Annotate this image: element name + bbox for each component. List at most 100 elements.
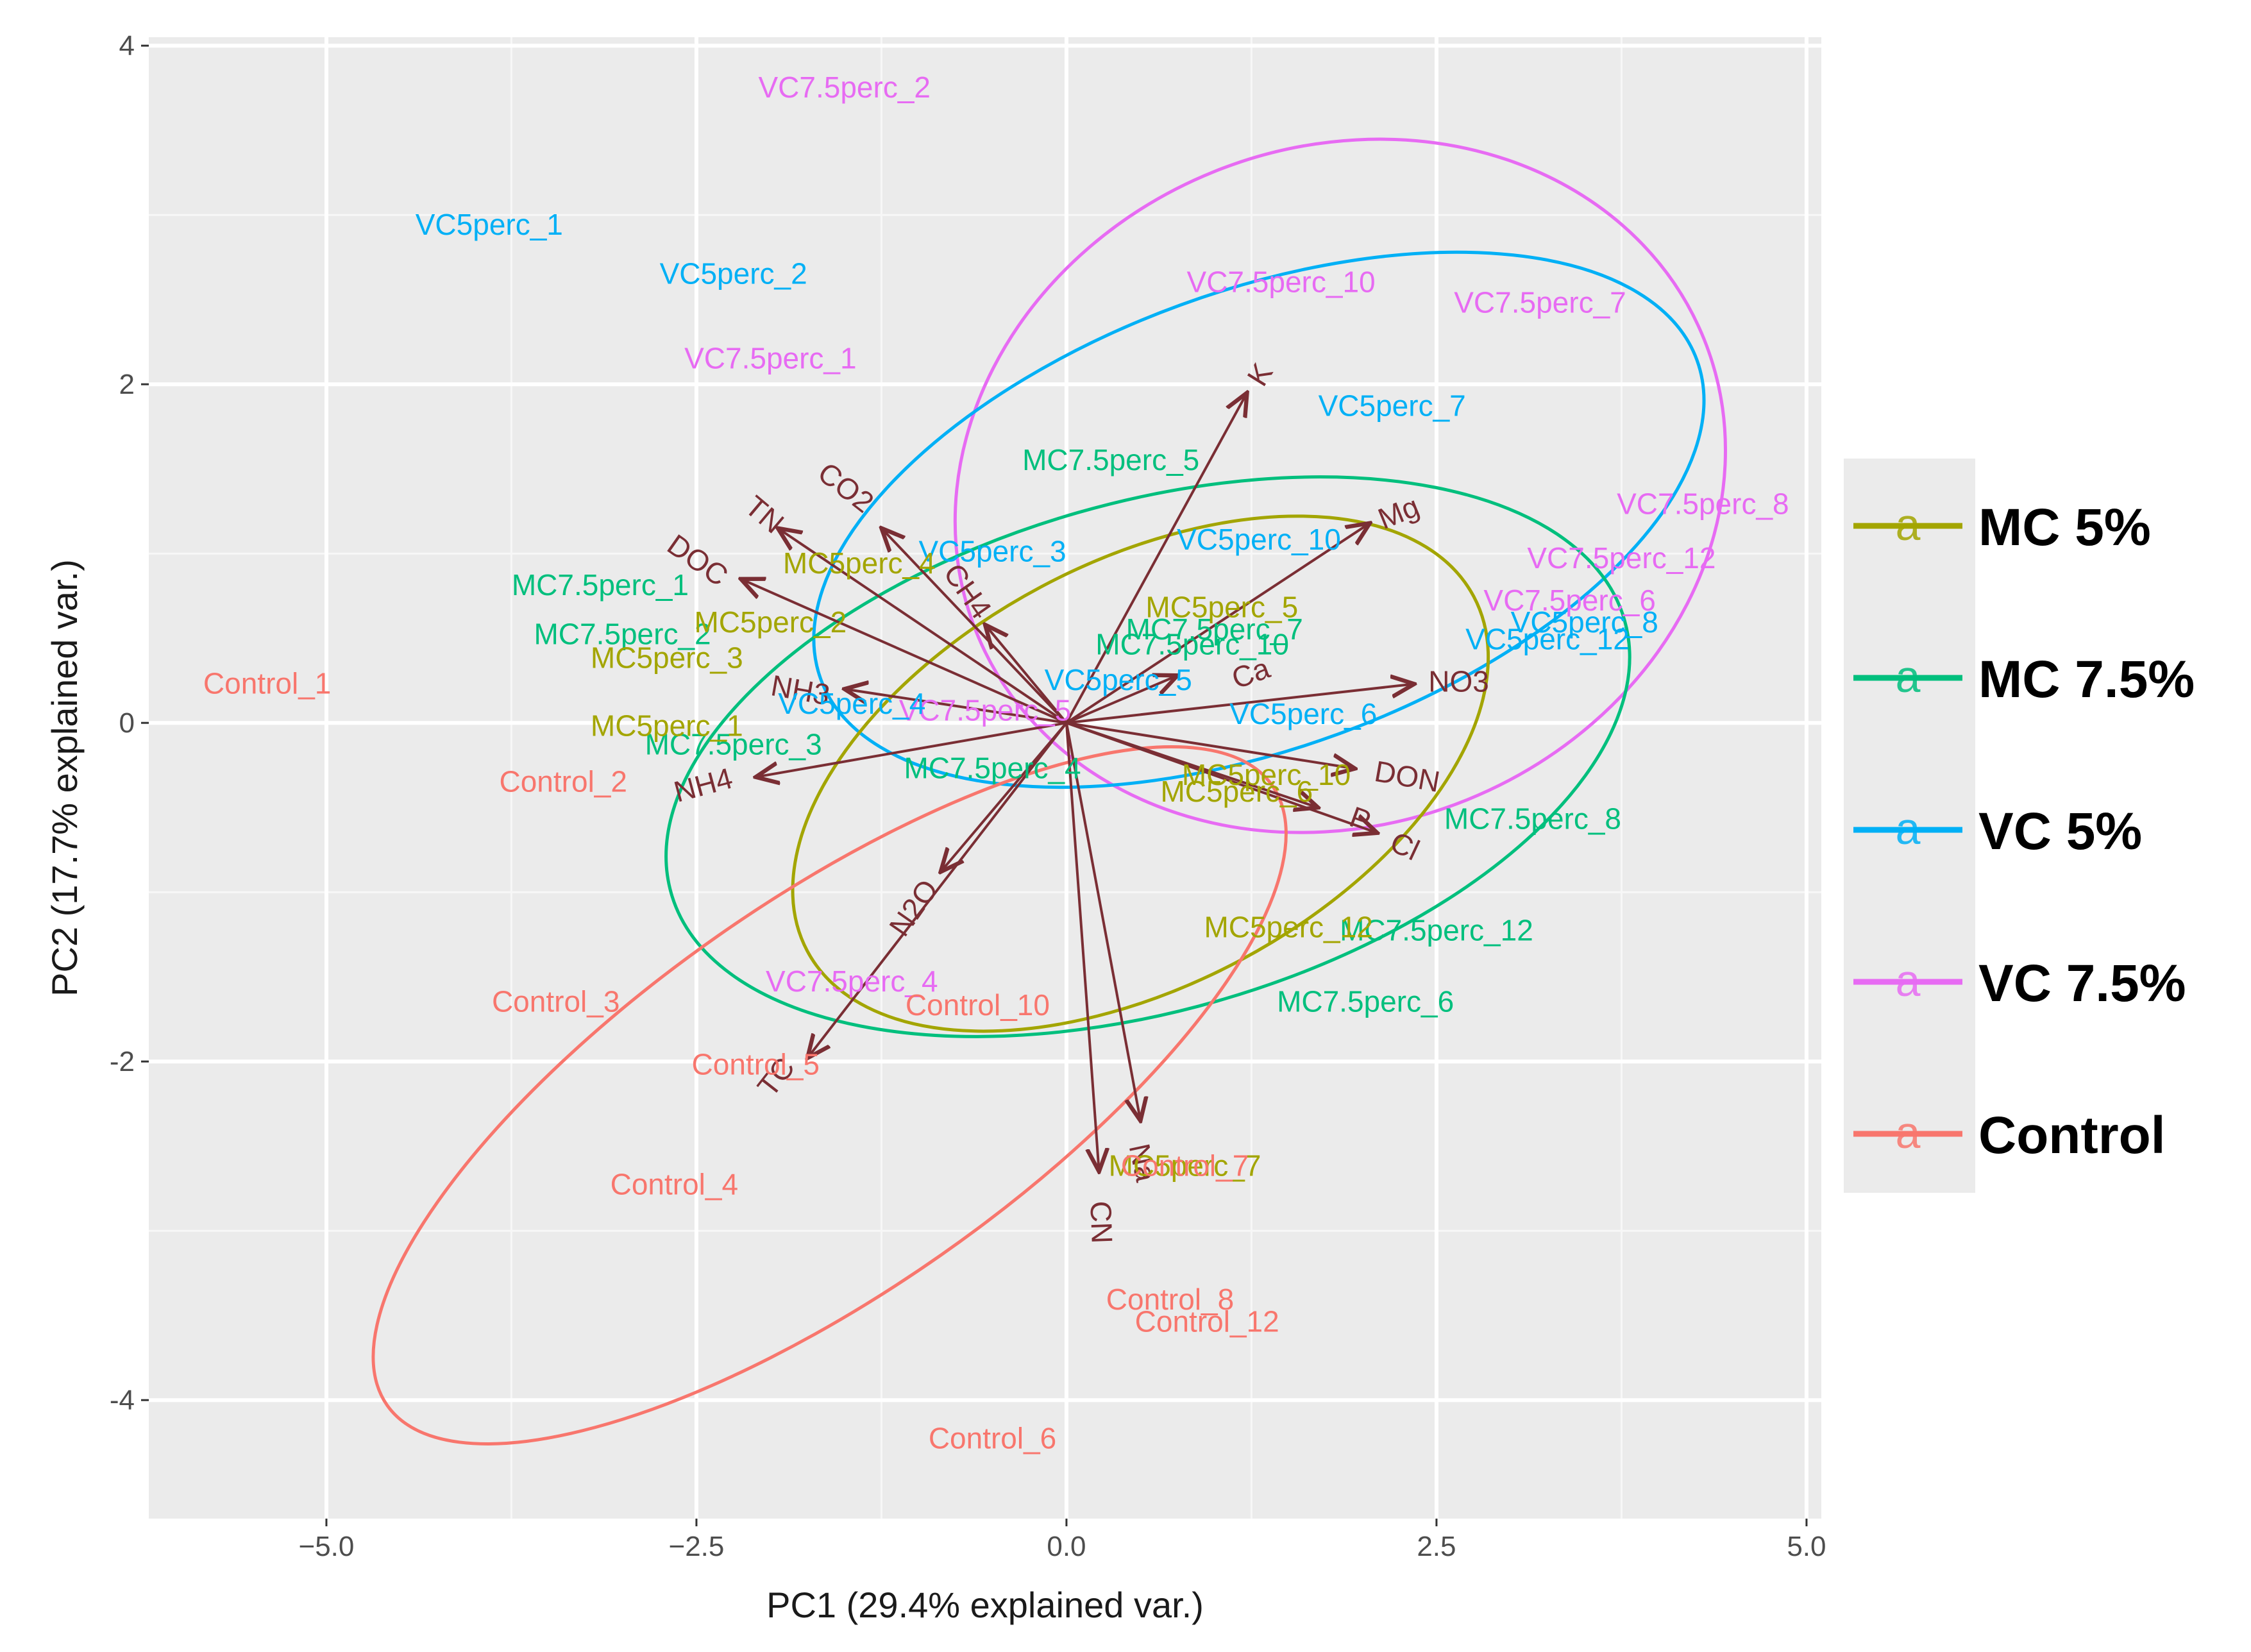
observation-mc5perc-2: MC5perc_2 [694,605,847,639]
observation-control-10: Control_10 [906,988,1050,1022]
loading-arrow-doc [741,579,1067,725]
legend-key-glyph: a [1896,804,1921,854]
loading-arrow-cn [1065,723,1099,1172]
ellipse-vc-7-5 [953,137,1727,834]
observation-mc7-5perc-7: MC7.5perc_7 [1126,612,1303,646]
x-axis-title: PC1 (29.4% explained var.) [766,1585,1204,1625]
x-tick-label: 5.0 [1787,1531,1826,1562]
x-tick-label: −2.5 [669,1531,725,1562]
observation-mc5perc-4: MC5perc_4 [783,546,936,580]
legend-label: Control [1978,1106,2165,1165]
legend-item-mc-5: a MC 5% [1853,498,2151,557]
x-tick-label: 2.5 [1417,1531,1456,1562]
legend-item-control: a Control [1853,1106,2165,1165]
observation-vc7-5perc-12: VC7.5perc_12 [1527,541,1716,575]
legend-label: MC 7.5% [1978,650,2195,709]
y-tick-label: -2 [110,1046,135,1077]
legend-label: MC 5% [1978,498,2151,557]
observation-mc7-5perc-8: MC7.5perc_8 [1444,802,1621,835]
legend: a MC 5% a MC 7.5% a VC 5% a VC 7.5% a Control [1844,459,2195,1193]
observation-labels: VC7.5perc_2 VC7.5perc_10 VC7.5perc_7 VC7.5p… [203,71,1789,1455]
y-tick-label: 4 [119,30,135,62]
legend-key-glyph: a [1896,956,1921,1006]
legend-item-vc-5: a VC 5% [1853,802,2142,861]
loading-arrow-co2 [881,528,1068,724]
loading-arrow-nh4 [755,721,1067,777]
observation-vc5perc-4: VC5perc_4 [778,687,925,720]
loading-arrow-ca [1066,675,1177,725]
loading-label-cn: CN [1084,1201,1118,1244]
x-tick-label: −5.0 [299,1531,355,1562]
legend-key-glyph: a [1896,1108,1921,1158]
observation-vc5perc-3: VC5perc_3 [918,534,1066,568]
loading-arrow-cl [1066,721,1378,833]
observation-vc5perc-1: VC5perc_1 [416,208,563,241]
observation-vc7-5perc-2: VC7.5perc_2 [758,71,931,104]
observation-control-7: Control_7 [1121,1149,1249,1183]
x-tick-label: 0.0 [1047,1531,1086,1562]
loading-arrow-k [1065,392,1247,724]
loading-arrow-nh3 [845,689,1067,725]
observation-control-1: Control_1 [203,666,331,700]
observation-vc7-5perc-10: VC7.5perc_10 [1187,266,1376,299]
observation-vc7-5perc-4: VC7.5perc_4 [766,965,938,998]
observation-vc5perc-10: VC5perc_10 [1177,523,1341,556]
ellipse-control [371,745,1288,1446]
observation-control-6: Control_6 [929,1422,1056,1455]
observation-mc7-5perc-1: MC7.5perc_1 [512,568,689,602]
ellipse-mc-7-5 [664,475,1631,1038]
axes: −5.0 −2.5 0.0 2.5 5.0 -4 -2 0 2 4 [110,30,1826,1562]
loading-arrow-na [1065,722,1140,1120]
observation-vc5perc-7: VC5perc_7 [1319,389,1466,422]
observation-vc7-5perc-6: VC7.5perc_6 [1483,584,1656,617]
observation-vc5perc-12: VC5perc_12 [1465,623,1630,656]
observation-mc7-5perc-4: MC7.5perc_4 [904,751,1081,784]
loading-arrow-no3 [1066,684,1414,725]
observation-vc5perc-2: VC5perc_2 [660,257,807,290]
observation-vc7-5perc-8: VC7.5perc_8 [1617,487,1789,520]
ellipse-vc-5 [812,250,1706,789]
panel-background [149,37,1821,1519]
observation-mc7-5perc-3: MC7.5perc_3 [645,727,822,761]
observation-vc7-5perc-7: VC7.5perc_7 [1454,285,1626,319]
y-tick-label: 0 [119,707,135,739]
observation-mc7-5perc-6: MC7.5perc_6 [1277,985,1454,1018]
legend-label: VC 7.5% [1978,954,2186,1013]
observation-mc5perc-7: MC5perc_7 [1109,1149,1261,1183]
observation-mc5perc-1: MC5perc_1 [591,709,743,742]
observation-control-4: Control_4 [611,1168,738,1201]
observation-mc7-5perc-2: MC7.5perc_2 [534,618,711,651]
legend-key-glyph: a [1896,500,1921,550]
legend-item-vc-7-5: a VC 7.5% [1853,954,2186,1013]
observation-control-5: Control_5 [692,1047,820,1081]
legend-key-glyph: a [1896,652,1921,702]
observation-mc7-5perc-12: MC7.5perc_12 [1340,914,1533,947]
observation-mc5perc-5: MC5perc_5 [1145,590,1298,623]
observation-vc7-5perc-1: VC7.5perc_1 [684,341,857,375]
observation-mc5perc-3: MC5perc_3 [591,641,743,675]
observation-mc5perc-6: MC5perc_6 [1160,775,1313,808]
loading-arrow-n2o [941,721,1068,872]
loading-label-na: Na [1123,1141,1163,1185]
y-tick-label: -4 [110,1385,135,1416]
loading-label-no3: NO3 [1428,665,1489,698]
legend-label: VC 5% [1978,802,2142,861]
loading-arrow-mg [1065,523,1370,724]
y-axis-title: PC2 (17.7% explained var.) [44,559,85,997]
observation-control-2: Control_2 [500,764,627,798]
ellipses [371,137,1727,1446]
observation-mc7-5perc-10: MC7.5perc_10 [1095,628,1289,661]
observation-control-12: Control_12 [1135,1305,1279,1338]
loading-arrow-ch4 [985,625,1068,724]
loading-arrow-don [1066,721,1355,768]
observation-vc5perc-5: VC5perc_5 [1045,663,1192,696]
observation-vc5perc-6: VC5perc_6 [1229,697,1377,730]
loading-arrow-tn [778,528,1068,724]
observation-vc5perc-8: VC5perc_8 [1511,605,1658,639]
observation-mc7-5perc-5: MC7.5perc_5 [1022,443,1199,476]
observation-control-3: Control_3 [492,985,620,1018]
y-tick-label: 2 [119,369,135,400]
legend-background [1844,459,1975,1193]
legend-item-mc-7-5: a MC 7.5% [1853,650,2195,709]
